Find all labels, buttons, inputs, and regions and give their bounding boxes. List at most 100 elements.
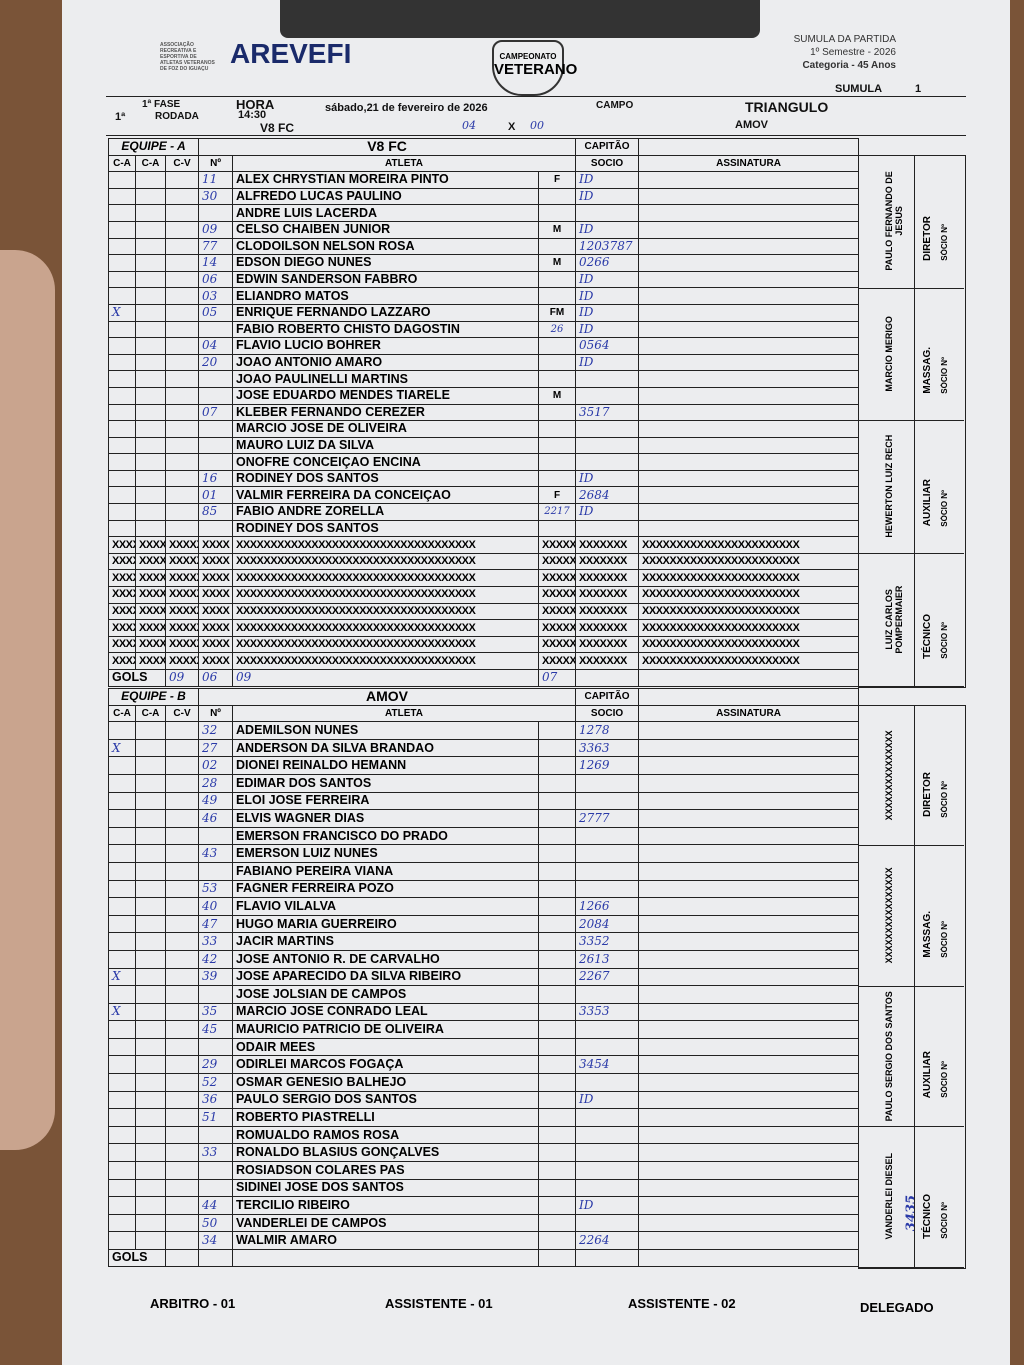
blank-row: XXX XXX XXXX XXXX XXXXXXXXXXXXXXXXXXXXXXXXXX… [108,569,860,588]
player-ca2 [135,1037,166,1057]
player-signature[interactable] [638,1231,860,1250]
player-ca2 [135,503,166,521]
staff-panel [858,155,966,688]
gols-cell[interactable] [638,1249,860,1267]
gols-cell[interactable]: 09 [164,669,200,687]
player-row: ONOFRE CONCEIÇAO ENCINA [108,453,860,471]
player-name: ANDERSON DA SILVA BRANDAO [232,738,540,758]
gols-cell[interactable]: 09 [232,669,540,687]
player-signature[interactable] [638,171,860,189]
player-position: F [538,486,577,505]
player-position [538,1055,577,1075]
player-signature[interactable] [638,932,860,951]
player-signature[interactable] [638,287,860,305]
player-row: ODAIR MEES [108,1037,860,1057]
player-signature[interactable] [638,436,860,455]
staff-0: XXXXXXXXXXXXXXX DIRETOR SÓCIO Nº [858,705,964,847]
player-signature[interactable] [638,320,860,339]
player-position [538,809,577,828]
player-number: 30 [198,187,234,206]
player-name: ADEMILSON NUNES [232,721,540,740]
staff-name: XXXXXXXXXXXXXXXX [884,867,894,964]
staff-role: AUXILIAR [922,1050,933,1099]
player-signature[interactable] [638,967,860,987]
capitao-label: CAPITÃO [575,138,640,156]
player-signature[interactable] [638,519,860,538]
player-signature[interactable] [638,187,860,206]
player-ca2 [135,486,166,505]
player-signature[interactable] [638,370,860,388]
player-signature[interactable] [638,1055,860,1075]
gols-cell[interactable] [575,1249,640,1267]
player-signature[interactable] [638,270,860,289]
player-signature[interactable] [638,1125,860,1145]
staff-3: LUIZ CARLOS POMPERMAIER TÉCNICO SÓCIO Nº [858,552,964,687]
player-signature[interactable] [638,353,860,372]
player-signature[interactable] [638,237,860,256]
crossed-cell: XXXXX [135,652,166,670]
gols-cell[interactable] [198,1249,234,1267]
player-signature[interactable] [638,756,860,775]
player-ca2 [135,1161,166,1180]
player-signature[interactable] [638,949,860,969]
player-signature[interactable] [638,879,860,899]
player-signature[interactable] [638,1161,860,1180]
player-cv [164,1037,200,1057]
player-signature[interactable] [638,220,860,239]
player-signature[interactable] [638,1002,860,1022]
player-signature[interactable] [638,1108,860,1127]
player-signature[interactable] [638,303,860,322]
player-signature[interactable] [638,486,860,505]
player-signature[interactable] [638,844,860,863]
player-signature[interactable] [638,1037,860,1057]
player-cv [164,403,200,422]
player-signature[interactable] [638,914,860,934]
player-number [198,861,234,881]
player-ca2 [135,204,166,222]
player-number [198,519,234,538]
player-signature[interactable] [638,1213,860,1233]
player-signature[interactable] [638,453,860,471]
player-signature[interactable] [638,1143,860,1163]
gols-cell[interactable] [538,1249,577,1267]
player-signature[interactable] [638,721,860,740]
player-socio: ID [575,270,640,289]
player-signature[interactable] [638,1090,860,1110]
player-signature[interactable] [638,469,860,488]
player-signature[interactable] [638,861,860,881]
player-signature[interactable] [638,386,860,405]
player-cv [164,287,200,305]
staff-3: VANDERLEI DIESEL TÉCNICO SÓCIO Nº 3435 [858,1126,964,1268]
player-signature[interactable] [638,791,860,811]
player-signature[interactable] [638,1020,860,1039]
player-signature[interactable] [638,503,860,521]
player-signature[interactable] [638,337,860,355]
gols-cell[interactable] [575,669,640,687]
player-cv [164,844,200,863]
player-signature[interactable] [638,826,860,846]
gols-cell[interactable] [232,1249,540,1267]
player-ca2 [135,861,166,881]
team_b-table: EQUIPE - B AMOV CAPITÃO C-A C-A C-V Nº ATLETA SO… [107,688,860,1267]
player-signature[interactable] [638,773,860,793]
gols-cell[interactable] [164,1249,200,1267]
player-signature[interactable] [638,1178,860,1198]
gols-cell[interactable]: 06 [198,669,234,687]
player-signature[interactable] [638,420,860,438]
player-row: 53 FAGNER FERREIRA POZO [108,879,860,899]
player-signature[interactable] [638,1073,860,1092]
player-signature[interactable] [638,204,860,222]
blank-row: XXX XXX XXXX XXXX XXXXXXXXXXXXXXXXXXXXXXXXXX… [108,586,860,604]
player-signature[interactable] [638,738,860,758]
player-cv [164,1073,200,1092]
player-ca1 [108,932,136,951]
crossed-cell: XXXXXXXXXXXXXXXXXXXXXXXXXXXXXXXXXXX [232,635,540,654]
player-signature[interactable] [638,1196,860,1215]
player-signature[interactable] [638,403,860,422]
gols-cell[interactable]: 07 [538,669,577,687]
player-signature[interactable] [638,809,860,828]
player-signature[interactable] [638,254,860,272]
player-signature[interactable] [638,897,860,916]
gols-cell[interactable] [638,669,860,687]
player-signature[interactable] [638,985,860,1004]
